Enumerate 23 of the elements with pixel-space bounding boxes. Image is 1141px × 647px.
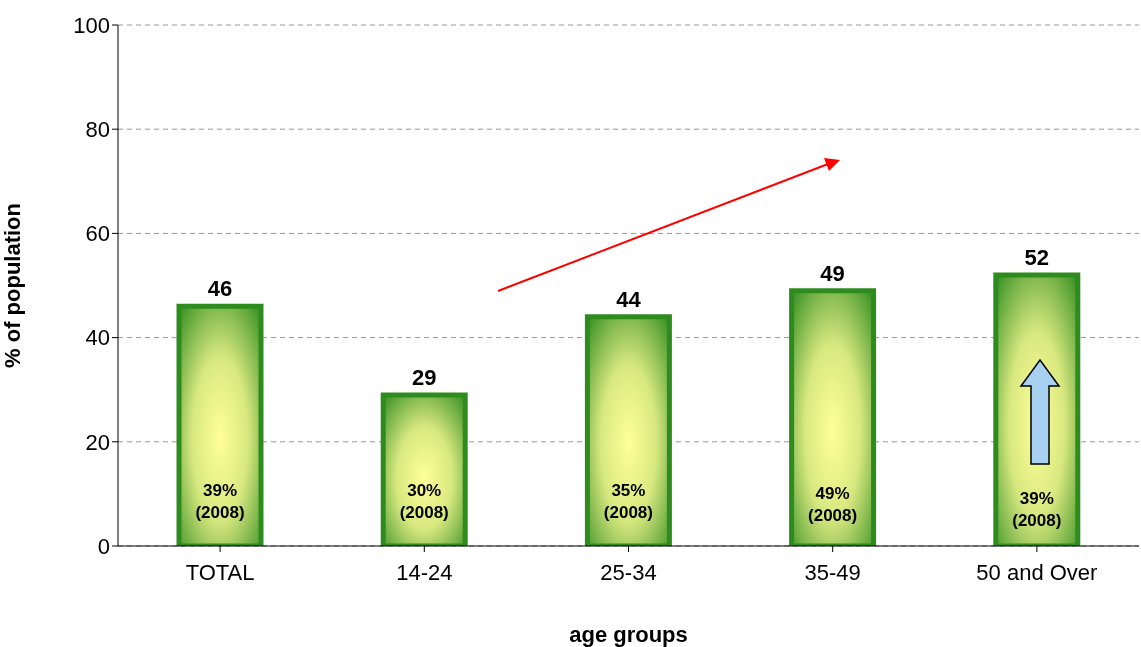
data-label: 49	[820, 260, 845, 286]
y-tick-label: 40	[85, 325, 110, 351]
x-tick-label: 14-24	[396, 559, 453, 585]
data-label: 44	[616, 286, 642, 312]
x-tick-label: TOTAL	[185, 559, 255, 585]
x-tick-label: 35-49	[804, 559, 861, 585]
y-axis-title: % of population	[0, 203, 25, 368]
y-tick-label: 0	[97, 533, 110, 559]
y-tick-label: 80	[85, 117, 110, 143]
data-label: 52	[1024, 245, 1050, 271]
data-label: 29	[411, 364, 437, 390]
annotation: 30% (2008)	[399, 481, 449, 522]
y-tick-label: 100	[73, 12, 110, 38]
y-tick-label: 20	[85, 429, 110, 455]
data-label: 46	[207, 276, 233, 302]
x-tick-label: 25-34	[600, 559, 657, 585]
x-tick-label: 50 and Over	[976, 559, 1098, 585]
y-tick-label: 60	[85, 221, 110, 247]
annotation: 49% (2008)	[808, 484, 858, 525]
annotation: 39% (2008)	[195, 481, 245, 522]
x-axis-title: age groups	[569, 622, 688, 647]
annotation: 39% (2008)	[1012, 489, 1062, 530]
annotation: 35% (2008)	[603, 481, 653, 522]
